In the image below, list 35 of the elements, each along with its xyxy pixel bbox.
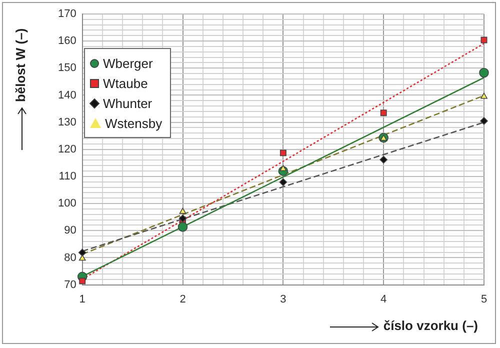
point — [280, 150, 286, 156]
x-axis-title: číslo vzorku (–) — [383, 318, 478, 333]
y-tick-label: 80 — [64, 252, 76, 264]
y-tick-label: 170 — [58, 8, 76, 20]
x-tick-label: 3 — [280, 293, 286, 306]
y-tick-label: 110 — [58, 170, 76, 183]
point — [78, 248, 86, 256]
y-tick-label: 130 — [58, 116, 76, 128]
y-tick-label: 150 — [58, 62, 76, 74]
point — [380, 110, 387, 116]
y-tick-label: 90 — [64, 224, 76, 237]
x-tick-label: 4 — [380, 293, 387, 306]
point — [480, 117, 488, 125]
legend-label: Wberger — [103, 56, 153, 70]
point — [79, 278, 86, 284]
legend-label: Wstensby — [105, 116, 162, 130]
point — [179, 208, 186, 214]
point — [480, 92, 488, 99]
point — [380, 156, 388, 164]
legend-label: Wtaube — [103, 76, 148, 90]
point — [78, 254, 86, 261]
y-tick-label: 160 — [58, 35, 76, 48]
y-tick-label: 100 — [58, 198, 76, 210]
legend-label: Whunter — [103, 96, 152, 110]
point — [280, 165, 287, 172]
point — [479, 68, 489, 78]
y-tick-label: 70 — [64, 278, 76, 291]
point — [279, 178, 288, 186]
y-tick-label: 140 — [58, 89, 76, 102]
y-tick-label: 120 — [58, 143, 76, 156]
x-tick-label: 5 — [480, 293, 488, 306]
x-tick-label: 1 — [79, 293, 86, 306]
x-tick-label: 2 — [180, 293, 186, 306]
y-axis-title: bělost W (–) — [13, 28, 28, 102]
point — [178, 222, 188, 232]
